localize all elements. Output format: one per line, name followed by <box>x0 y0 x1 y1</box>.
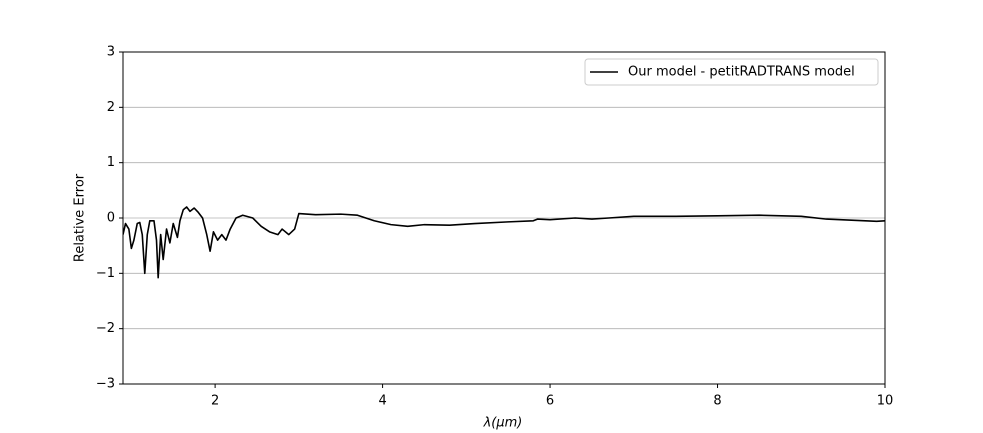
legend-box <box>584 58 879 86</box>
y-tick-label: −1 <box>96 266 115 281</box>
legend-label: Our model - petitRADTRANS model <box>628 65 855 80</box>
x-axis-label: λ(μm) <box>483 416 523 431</box>
y-tick-label: 3 <box>107 45 115 60</box>
y-tick-label: −2 <box>96 321 115 336</box>
x-tick-label: 8 <box>713 394 721 409</box>
y-tick-label: −3 <box>96 377 115 392</box>
data-line <box>123 206 885 279</box>
y-axis-label: Relative Error <box>73 173 88 262</box>
plot-frame <box>122 51 886 385</box>
x-tick-label: 4 <box>378 394 386 409</box>
y-tick-label: 2 <box>107 100 115 115</box>
x-tick-label: 2 <box>211 394 219 409</box>
y-tick-label: 1 <box>107 155 115 170</box>
x-tick-label: 6 <box>546 394 554 409</box>
y-tick-label: 0 <box>107 211 115 226</box>
x-tick-label: 10 <box>877 394 894 409</box>
